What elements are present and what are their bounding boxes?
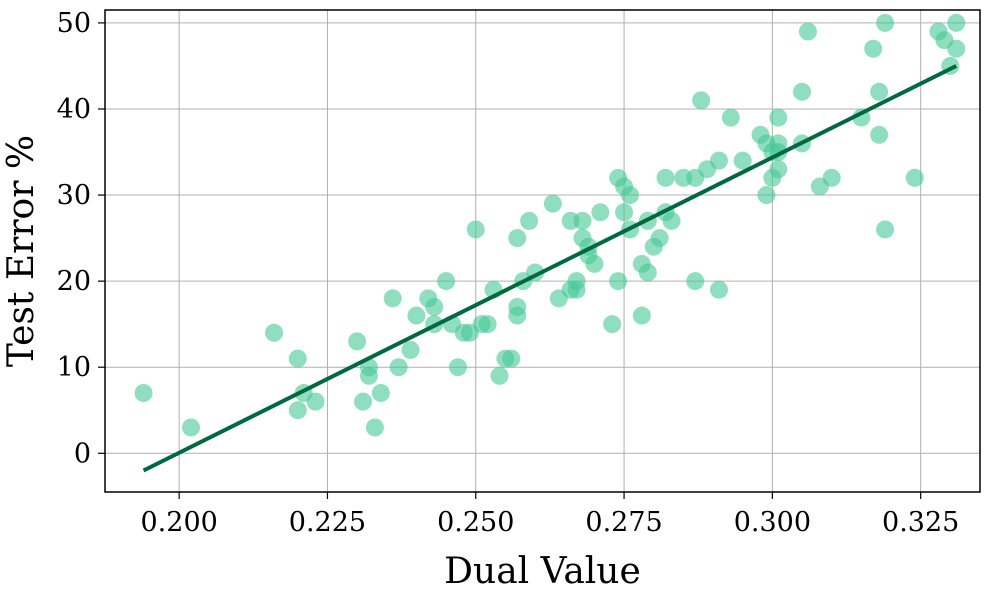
- scatter-point: [520, 211, 539, 230]
- x-tick-label: 0.225: [289, 507, 366, 538]
- scatter-point: [437, 272, 456, 291]
- scatter-point: [656, 168, 675, 187]
- scatter-point: [870, 82, 889, 101]
- x-axis-label: Dual Value: [444, 551, 641, 592]
- scatter-point: [870, 125, 889, 144]
- scatter-point: [603, 315, 622, 334]
- scatter-point: [365, 418, 384, 437]
- scatter-point: [864, 39, 883, 58]
- scatter-point: [947, 13, 966, 32]
- scatter-point: [692, 91, 711, 110]
- scatter-point: [478, 315, 497, 334]
- scatter-point: [632, 306, 651, 325]
- scatter-point: [876, 13, 895, 32]
- scatter-point: [359, 366, 378, 385]
- y-tick-label: 0: [74, 438, 91, 469]
- y-axis-label: Test Error %: [1, 135, 42, 367]
- scatter-point: [822, 168, 841, 187]
- scatter-point: [383, 289, 402, 308]
- scatter-point: [389, 358, 408, 377]
- y-tick-labels: 0 10 20 30 40 50: [57, 8, 91, 469]
- scatter-point: [585, 254, 604, 273]
- scatter-point: [638, 263, 657, 282]
- scatter-points: [134, 13, 966, 437]
- scatter-point: [508, 306, 527, 325]
- scatter-point: [502, 349, 521, 368]
- scatter-point: [793, 82, 812, 101]
- scatter-point: [686, 272, 705, 291]
- x-tick-label: 0.200: [141, 507, 218, 538]
- scatter-point: [709, 280, 728, 299]
- scatter-point: [905, 168, 924, 187]
- scatter-point: [448, 358, 467, 377]
- scatter-point: [615, 203, 634, 222]
- scatter-point: [466, 220, 485, 239]
- tick-marks: [98, 22, 922, 499]
- scatter-point: [798, 22, 817, 41]
- scatter-point: [876, 220, 895, 239]
- scatter-point: [621, 186, 639, 205]
- scatter-point: [947, 39, 966, 58]
- y-tick-label: 20: [57, 266, 91, 297]
- scatter-point: [591, 203, 610, 222]
- y-tick-label: 30: [57, 180, 91, 211]
- scatter-point: [306, 392, 325, 411]
- y-tick-label: 50: [57, 8, 91, 39]
- fit-line-layer: [142, 64, 958, 473]
- scatter-point: [662, 211, 681, 230]
- y-tick-label: 40: [57, 94, 91, 125]
- grid: [105, 10, 980, 492]
- scatter-point: [288, 401, 307, 420]
- scatter-point: [567, 280, 586, 299]
- x-tick-labels: 0.200 0.225 0.250 0.275 0.300 0.325: [141, 507, 960, 538]
- plot-frame: [104, 9, 981, 493]
- scatter-point: [609, 272, 628, 291]
- scatter-point: [769, 160, 788, 179]
- x-tick-label: 0.250: [437, 507, 514, 538]
- scatter-point: [288, 349, 307, 368]
- scatter-point: [371, 384, 390, 403]
- scatter-point: [182, 418, 201, 437]
- x-tick-label: 0.300: [734, 507, 811, 538]
- scatter-point: [721, 108, 740, 127]
- scatter-point: [709, 151, 728, 170]
- x-tick-label: 0.275: [585, 507, 662, 538]
- scatter-point: [573, 211, 592, 230]
- scatter-point: [757, 186, 776, 205]
- scatter-point: [650, 229, 669, 248]
- fit-line: [142, 64, 958, 473]
- scatter-point: [769, 108, 788, 127]
- scatter-point: [401, 340, 420, 359]
- scatter-point: [265, 323, 284, 342]
- y-tick-label: 10: [57, 352, 91, 383]
- scatter-point: [407, 306, 426, 325]
- scatter-point: [508, 229, 527, 248]
- scatter-point: [733, 151, 752, 170]
- scatter-point: [425, 297, 444, 316]
- x-tick-label: 0.325: [882, 507, 959, 538]
- scatter-point: [134, 384, 153, 403]
- scatter-point: [543, 194, 562, 213]
- scatter-point: [348, 332, 367, 351]
- scatter-point: [354, 392, 373, 411]
- scatter-point: [490, 366, 509, 385]
